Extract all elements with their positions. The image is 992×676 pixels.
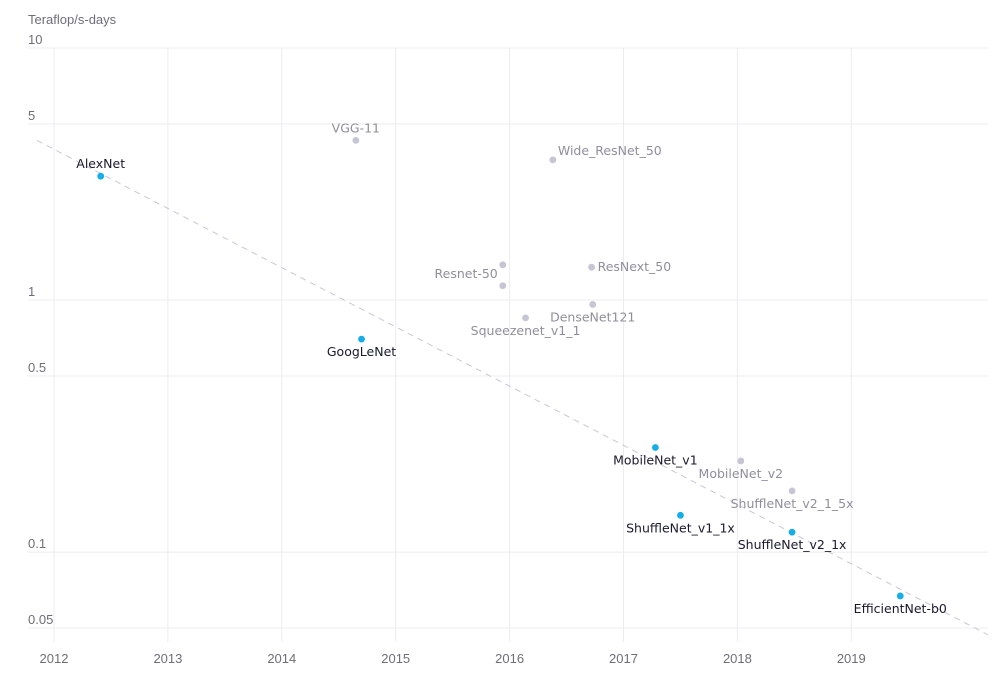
y-axis-title: Teraflop/s-days <box>28 12 117 27</box>
axis-labels: Teraflop/s-days 10 5 1 0.5 0.1 0.05 2012 2013 20… <box>28 12 866 666</box>
data-labels: AlexNet GoogLeNet MobileNet_v1 ShuffleNet_v… <box>76 120 947 616</box>
data-point <box>499 282 507 290</box>
data-label: Squeezenet_v1_1 <box>471 323 581 338</box>
data-point <box>352 136 360 144</box>
data-point <box>677 511 684 519</box>
data-label: Resnet-50 <box>435 266 498 281</box>
data-point <box>358 335 365 343</box>
data-label: MobileNet_v2 <box>699 466 784 481</box>
data-label: ShuffleNet_v2_1x <box>738 537 847 552</box>
x-tick-label: 2014 <box>267 651 296 666</box>
grid-lines <box>28 47 988 642</box>
data-point <box>896 592 904 600</box>
data-label: Wide_ResNet_50 <box>558 143 662 158</box>
data-points <box>97 136 904 600</box>
data-point <box>499 261 507 269</box>
data-label: GoogLeNet <box>327 344 396 359</box>
data-point <box>589 301 597 308</box>
data-label: ShuffleNet_v2_1_5x <box>731 496 854 511</box>
x-tick-label: 2017 <box>609 651 638 666</box>
data-label: VGG-11 <box>332 120 380 135</box>
y-tick-label: 1 <box>28 284 35 299</box>
data-point <box>549 156 557 164</box>
y-tick-label: 0.05 <box>28 612 53 627</box>
x-tick-label: 2019 <box>837 651 866 666</box>
trend-line-group <box>36 139 989 636</box>
trend-line <box>36 139 989 636</box>
x-tick-label: 2013 <box>153 651 182 666</box>
data-label: MobileNet_v1 <box>613 453 698 468</box>
data-label: ResNext_50 <box>598 259 672 274</box>
y-tick-label: 5 <box>28 108 35 123</box>
data-label: AlexNet <box>76 156 125 171</box>
y-tick-label: 10 <box>28 32 42 47</box>
x-tick-label: 2016 <box>495 651 524 666</box>
data-label: ShuffleNet_v1_1x <box>626 520 735 535</box>
data-point <box>97 172 105 180</box>
data-point <box>788 487 796 495</box>
y-tick-label: 0.5 <box>28 360 46 375</box>
data-point <box>522 314 529 322</box>
y-tick-label: 0.1 <box>28 536 46 551</box>
data-point <box>737 457 745 465</box>
data-point <box>788 528 796 536</box>
data-point <box>588 263 596 271</box>
x-tick-label: 2012 <box>40 651 69 666</box>
x-tick-label: 2015 <box>381 651 410 666</box>
data-label: EfficientNet-b0 <box>854 601 947 616</box>
data-label: DenseNet121 <box>550 310 635 325</box>
data-point <box>651 444 659 451</box>
x-tick-label: 2018 <box>723 651 752 666</box>
